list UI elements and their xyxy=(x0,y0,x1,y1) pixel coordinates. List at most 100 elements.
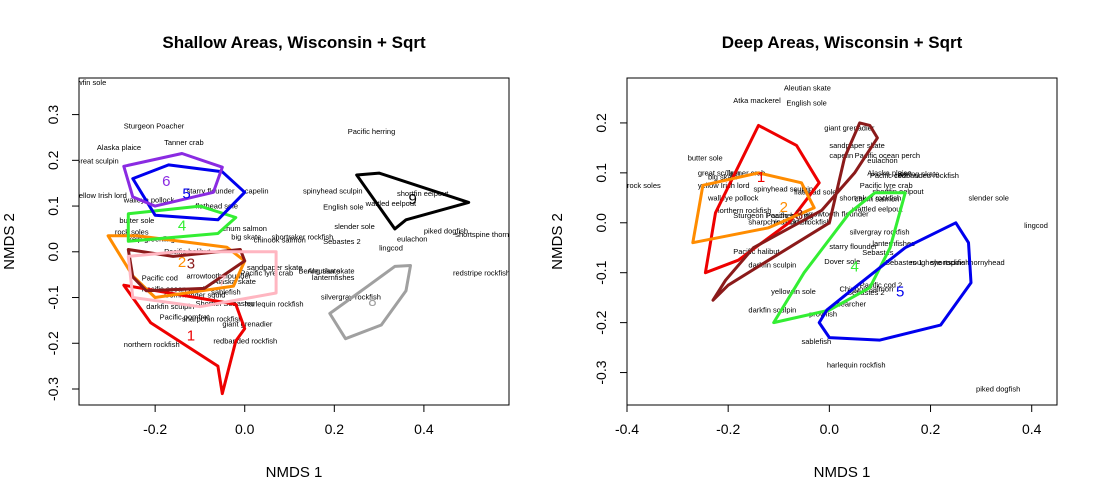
species-label: butter sole xyxy=(119,216,154,225)
species-label: walleye pollock xyxy=(707,193,759,202)
species-label: spinyhead sculpin xyxy=(753,184,813,193)
group-label-7: 7 xyxy=(218,272,226,289)
species-label: searcher xyxy=(837,300,867,309)
x-tick-label: 0.4 xyxy=(414,421,434,437)
species-label: Sebastes 2 xyxy=(847,288,885,297)
species-label: Dover sole xyxy=(824,257,860,266)
group-hull-7 xyxy=(126,250,278,309)
group-label-9: 9 xyxy=(409,191,417,208)
species-label: silvergray rockfish xyxy=(850,227,910,236)
species-label: Pacific halibut xyxy=(733,247,780,256)
species-label: walleye pollock xyxy=(123,195,175,204)
species-label: Tanner crab xyxy=(726,168,766,177)
species-label: giant grenadier xyxy=(824,123,875,132)
species-label: Tanner crab xyxy=(164,138,204,147)
species-label: Sebastes 1 xyxy=(885,258,923,267)
x-tick-label: 0.0 xyxy=(235,421,255,437)
species-label: chinook salmon xyxy=(254,236,306,245)
shallow-areas-plot: Shallow Areas, Wisconsin + Sqrt -0.2 0.0 0.… xyxy=(1,33,529,481)
y-tick-label: -0.2 xyxy=(45,331,61,355)
x-tick-label: -0.2 xyxy=(143,421,167,437)
plot-frame xyxy=(626,77,1058,406)
species-label: piked dogfish xyxy=(976,385,1020,394)
species-label: Pacific ocean perch xyxy=(855,151,920,160)
species-label: eulachon xyxy=(867,156,897,165)
group-label-2: 2 xyxy=(780,199,788,216)
species-label: chum salmon xyxy=(855,194,900,203)
species-label: Pacific lyre crab xyxy=(860,181,913,190)
group-label-6: 6 xyxy=(162,173,170,190)
species-label: slender sole xyxy=(334,222,374,231)
species-label: flathead sole xyxy=(794,187,837,196)
group-hull-4 xyxy=(126,204,238,243)
y-tick-label: 0.2 xyxy=(45,150,61,170)
species-label: lingcod xyxy=(379,243,403,252)
group-hull-9 xyxy=(355,171,471,231)
x-axis-label: NMDS 1 xyxy=(266,464,323,481)
species-label: wattled eelpout xyxy=(851,204,903,213)
group-label-4: 4 xyxy=(850,259,858,276)
group-hull-3 xyxy=(126,248,247,293)
species-label: slender sole xyxy=(968,193,1008,202)
group-hull-2 xyxy=(691,171,816,245)
species-label: shortspine thornyhead xyxy=(931,258,1005,267)
species-label: chum salmon xyxy=(222,224,267,233)
species-label: Bering skate xyxy=(298,267,340,276)
species-label: redstripe rockfish xyxy=(453,269,510,278)
y-axis-label: NMDS 2 xyxy=(1,213,18,270)
group-label-2: 2 xyxy=(178,254,186,271)
species-label: big skate xyxy=(708,172,738,181)
species-label: Pacific pomfret xyxy=(160,312,211,321)
species-label: shortspine thornyhead xyxy=(455,230,529,239)
group-label-4: 4 xyxy=(178,218,186,235)
group-hull-5 xyxy=(817,221,973,342)
group-label-5: 5 xyxy=(896,284,904,301)
species-label: piked dogfish xyxy=(424,226,468,235)
species-label: Sturgeon Poacher xyxy=(733,211,794,220)
species-label: arrowtooth flounder xyxy=(804,209,869,218)
species-label: Alaska plaice xyxy=(867,168,911,177)
group-hull-1 xyxy=(122,283,247,396)
y-tick-label: -0.1 xyxy=(593,260,609,284)
group-hull-3 xyxy=(711,121,879,302)
x-axis-label: NMDS 1 xyxy=(814,464,871,481)
species-label: Yellow Irish lord xyxy=(75,191,127,200)
species-label: starry flounder xyxy=(829,242,877,251)
species-label: Pacific cod xyxy=(870,171,906,180)
species-label: Bering skate xyxy=(898,169,940,178)
group-hull-5 xyxy=(131,163,247,222)
species-label: Sebastes 2 xyxy=(323,237,361,246)
species-label: rougheye rockfish xyxy=(910,258,969,267)
species-label: English sole xyxy=(323,203,363,212)
species-label: capelin xyxy=(829,151,853,160)
species-label: Pacific lyre crab xyxy=(240,269,293,278)
y-tick-label: -0.3 xyxy=(45,377,61,401)
group-hull-6 xyxy=(122,152,224,208)
species-label: Atka mackerel xyxy=(733,96,781,105)
species-label: lanternfishes xyxy=(872,239,915,248)
species-label: Commander squid xyxy=(164,291,225,300)
species-label: darkfin sculpin xyxy=(146,302,194,311)
species-label: butter sole xyxy=(688,153,723,162)
species-label: northern rockfish xyxy=(124,340,180,349)
group-label-1: 1 xyxy=(187,327,195,344)
species-label: Aleutian skate xyxy=(784,83,831,92)
group-label-3: 3 xyxy=(187,256,195,273)
group-label-5: 5 xyxy=(182,186,190,203)
species-label: Pacific herring xyxy=(766,211,814,220)
y-tick-label: -0.1 xyxy=(45,285,61,309)
x-tick-label: 0.4 xyxy=(1022,421,1042,437)
species-label: arrowtooth flounder xyxy=(187,271,252,280)
species-label: giant grenadier xyxy=(222,319,273,328)
group-label-8: 8 xyxy=(368,293,376,310)
species-label: Pacific cod xyxy=(142,274,178,283)
species-label: capelin xyxy=(245,186,269,195)
species-label: redbanded rockfish xyxy=(895,171,959,180)
species-label: flathead sole xyxy=(195,201,238,210)
chart-title: Shallow Areas, Wisconsin + Sqrt xyxy=(162,33,426,52)
species-label: English sole xyxy=(786,98,826,107)
species-label: Great sculpin xyxy=(75,157,119,166)
species-label: Aleutian skate xyxy=(307,267,354,276)
species-label: harlequin rockfish xyxy=(827,361,886,370)
